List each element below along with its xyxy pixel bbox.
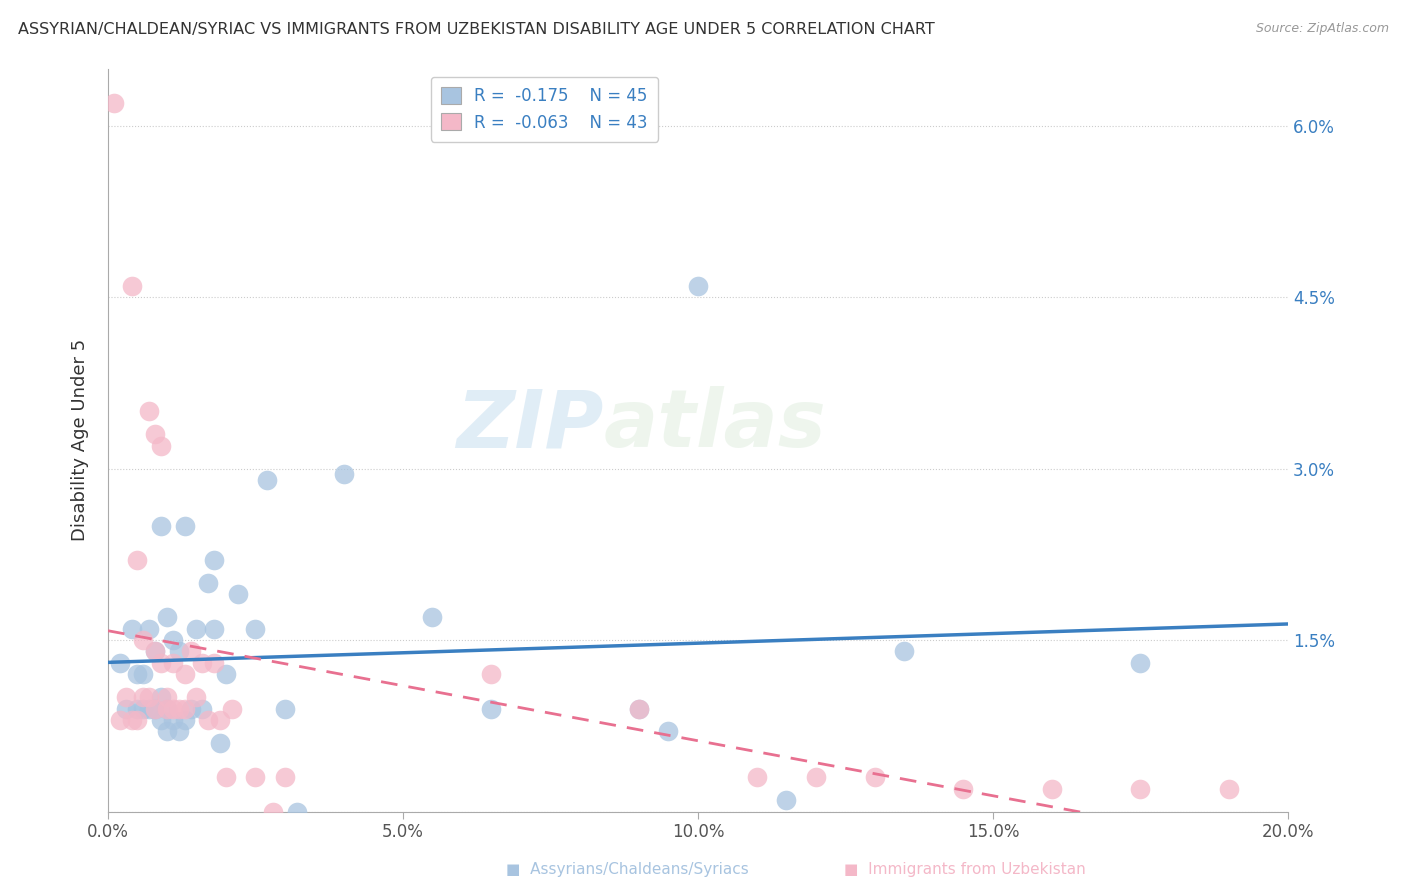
Point xyxy=(256,473,278,487)
Point xyxy=(162,656,184,670)
Point xyxy=(893,644,915,658)
Point xyxy=(150,439,173,453)
Legend: R =  -0.175    N = 45, R =  -0.063    N = 43: R = -0.175 N = 45, R = -0.063 N = 43 xyxy=(432,77,658,142)
Point xyxy=(121,713,143,727)
Point xyxy=(215,770,238,784)
Point xyxy=(156,690,179,705)
Point xyxy=(150,690,173,705)
Point xyxy=(138,404,160,418)
Point xyxy=(132,667,155,681)
Point xyxy=(191,701,214,715)
Y-axis label: Disability Age Under 5: Disability Age Under 5 xyxy=(72,339,89,541)
Point xyxy=(657,724,679,739)
Point xyxy=(1040,781,1063,796)
Point xyxy=(775,793,797,807)
Point xyxy=(173,518,195,533)
Point xyxy=(114,701,136,715)
Point xyxy=(209,713,232,727)
Point xyxy=(173,667,195,681)
Text: ZIP: ZIP xyxy=(456,386,603,464)
Point xyxy=(132,633,155,648)
Point xyxy=(333,467,356,482)
Point xyxy=(180,701,202,715)
Point xyxy=(132,690,155,705)
Point xyxy=(202,656,225,670)
Point xyxy=(262,805,284,819)
Point xyxy=(143,427,166,442)
Text: ■  Immigrants from Uzbekistan: ■ Immigrants from Uzbekistan xyxy=(844,863,1085,877)
Point xyxy=(121,278,143,293)
Point xyxy=(127,713,149,727)
Point xyxy=(627,701,650,715)
Point xyxy=(197,713,219,727)
Point xyxy=(186,690,208,705)
Point xyxy=(167,701,190,715)
Point xyxy=(156,701,179,715)
Point xyxy=(274,701,297,715)
Point xyxy=(221,701,243,715)
Point xyxy=(245,770,267,784)
Point xyxy=(127,667,149,681)
Point xyxy=(422,610,444,624)
Point xyxy=(191,656,214,670)
Point xyxy=(150,518,173,533)
Point xyxy=(1218,781,1240,796)
Point xyxy=(103,95,125,110)
Point xyxy=(274,770,297,784)
Point xyxy=(180,644,202,658)
Text: ASSYRIAN/CHALDEAN/SYRIAC VS IMMIGRANTS FROM UZBEKISTAN DISABILITY AGE UNDER 5 CO: ASSYRIAN/CHALDEAN/SYRIAC VS IMMIGRANTS F… xyxy=(18,22,935,37)
Point xyxy=(150,656,173,670)
Point xyxy=(162,701,184,715)
Point xyxy=(173,713,195,727)
Point xyxy=(627,701,650,715)
Point xyxy=(226,587,249,601)
Point xyxy=(108,713,131,727)
Point xyxy=(1129,656,1152,670)
Text: Source: ZipAtlas.com: Source: ZipAtlas.com xyxy=(1256,22,1389,36)
Point xyxy=(121,622,143,636)
Point xyxy=(127,553,149,567)
Point xyxy=(804,770,827,784)
Point xyxy=(132,701,155,715)
Point xyxy=(863,770,886,784)
Point xyxy=(143,644,166,658)
Point xyxy=(1129,781,1152,796)
Point xyxy=(481,667,503,681)
Point xyxy=(202,553,225,567)
Point xyxy=(215,667,238,681)
Point xyxy=(127,701,149,715)
Point xyxy=(138,622,160,636)
Point xyxy=(162,633,184,648)
Point xyxy=(173,701,195,715)
Point xyxy=(202,622,225,636)
Point xyxy=(156,701,179,715)
Point xyxy=(156,724,179,739)
Point xyxy=(143,644,166,658)
Point xyxy=(481,701,503,715)
Point xyxy=(285,805,308,819)
Point xyxy=(167,724,190,739)
Point xyxy=(245,622,267,636)
Point xyxy=(138,701,160,715)
Point xyxy=(143,701,166,715)
Point xyxy=(686,278,709,293)
Point xyxy=(114,690,136,705)
Point xyxy=(745,770,768,784)
Point xyxy=(186,622,208,636)
Point xyxy=(197,575,219,590)
Point xyxy=(143,701,166,715)
Point xyxy=(162,713,184,727)
Text: ■  Assyrians/Chaldeans/Syriacs: ■ Assyrians/Chaldeans/Syriacs xyxy=(506,863,749,877)
Point xyxy=(150,713,173,727)
Point xyxy=(209,736,232,750)
Point xyxy=(167,644,190,658)
Point xyxy=(108,656,131,670)
Point xyxy=(138,690,160,705)
Text: atlas: atlas xyxy=(603,386,827,464)
Point xyxy=(952,781,974,796)
Point xyxy=(156,610,179,624)
